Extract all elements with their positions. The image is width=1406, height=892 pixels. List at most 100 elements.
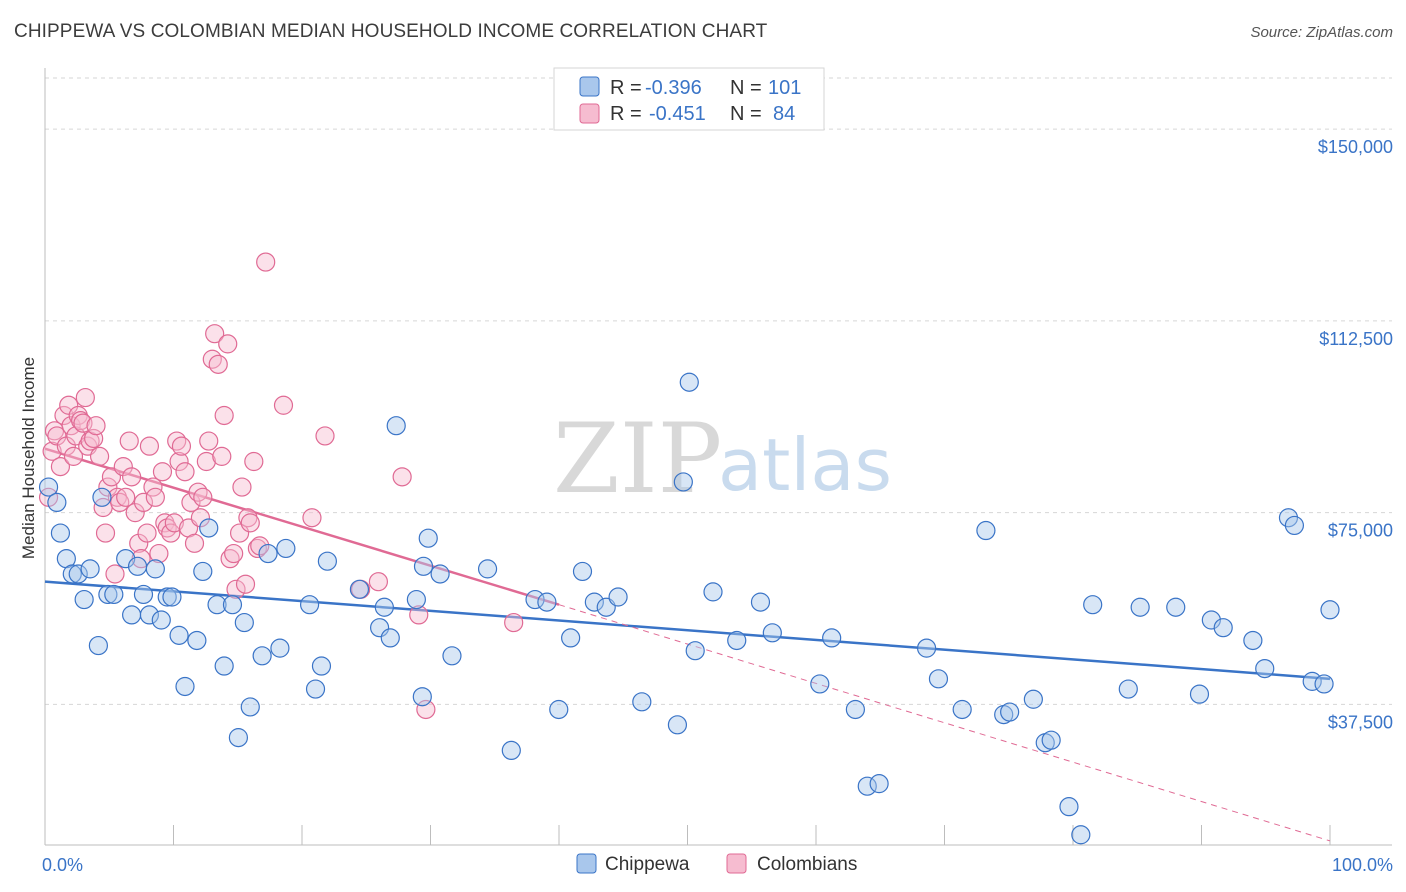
chippewa-point — [104, 584, 124, 605]
colombians-point — [273, 395, 294, 415]
colombians-point — [416, 699, 436, 720]
colombians-point — [184, 533, 205, 553]
chippewa-point — [442, 646, 462, 666]
colombians-point — [105, 564, 125, 584]
colombians-legend-swatch — [579, 103, 600, 124]
chippewa-point — [750, 592, 771, 612]
colombians-point — [392, 467, 412, 487]
colombians-point — [133, 492, 154, 513]
colombians-point — [218, 334, 238, 354]
chippewa-r-label: R = — [610, 77, 642, 99]
colombians-point — [149, 543, 169, 564]
chippewa-point — [47, 492, 67, 513]
colombians-point — [181, 492, 201, 513]
chippewa-point — [572, 561, 593, 582]
chippewa-point — [157, 587, 177, 607]
chippewa-point — [762, 623, 782, 643]
chippewa-point — [62, 564, 82, 584]
chippewa-point — [80, 559, 100, 579]
chippewa-point — [162, 587, 182, 607]
chippewa-point — [1023, 689, 1043, 709]
chippewa-point — [1243, 630, 1263, 651]
colombians-point — [196, 451, 216, 472]
chippewa-point — [525, 589, 545, 610]
chippewa-point — [193, 561, 213, 582]
colombians-point — [214, 405, 234, 426]
x-tick-label-min: 0.0% — [42, 855, 83, 875]
chippewa-point — [1320, 600, 1340, 620]
colombians-point — [61, 416, 81, 436]
chippewa-point — [703, 582, 723, 602]
chippewa-legend-swatch — [579, 76, 600, 97]
chippewa-point — [234, 612, 254, 633]
colombians-point — [235, 574, 256, 594]
chippewa-trend-line — [44, 580, 1331, 681]
colombians-point — [110, 492, 130, 513]
chippewa-r-value: -0.396 — [645, 77, 702, 99]
chippewa-point — [501, 740, 521, 761]
watermark-zip: ZIP — [553, 403, 722, 515]
chippewa-point — [845, 699, 865, 720]
chippewa-point — [116, 549, 136, 569]
colombians-point — [202, 349, 222, 369]
chippewa-point — [477, 559, 498, 579]
chippewa-point — [207, 595, 227, 615]
colombians-point — [504, 612, 524, 633]
chippewa-point — [258, 543, 278, 564]
y-tick-label: $112,500 — [1319, 329, 1393, 349]
colombians-point — [238, 508, 258, 528]
chippewa-point — [175, 676, 195, 697]
colombians-point — [152, 462, 173, 482]
trend-lines — [44, 447, 1331, 842]
chippewa-n-label: N = — [730, 77, 762, 99]
chippewa-point — [214, 656, 234, 676]
chippewa-point — [1000, 702, 1020, 722]
chippewa-n-value: 101 — [768, 77, 801, 99]
correlation-legend: R = -0.396 N = 101 R = -0.451 N = 84 — [553, 67, 825, 131]
chippewa-point — [406, 589, 426, 610]
colombians-point — [75, 387, 95, 408]
chippewa-point — [869, 774, 889, 794]
colombians-point — [122, 467, 142, 487]
colombians-trend-extension — [558, 604, 1331, 842]
chippewa-point — [1255, 658, 1275, 679]
chippewa-point — [1284, 515, 1305, 536]
chippewa-point — [727, 630, 747, 651]
colombians-n-label: N = — [730, 103, 762, 125]
chippewa-point — [1041, 730, 1061, 750]
chippewa-point — [38, 477, 59, 497]
colombians-point — [89, 446, 110, 466]
colombians-point — [212, 446, 232, 466]
colombians-point — [302, 508, 322, 528]
colombians-point — [129, 533, 149, 553]
y-tick-label: $37,500 — [1328, 712, 1393, 732]
colombians-point — [208, 354, 228, 374]
chippewa-point — [1130, 597, 1150, 617]
chippewa-point — [187, 630, 207, 651]
chippewa-point — [1059, 797, 1079, 817]
chippewa-point — [317, 551, 337, 571]
chippewa-series-swatch — [576, 853, 597, 874]
chippewa-point — [430, 564, 450, 584]
chippewa-point — [810, 674, 830, 694]
chippewa-point — [349, 579, 370, 599]
colombians-point — [315, 426, 335, 446]
chippewa-point — [916, 638, 937, 658]
chippewa-point — [1314, 674, 1334, 694]
chippewa-point — [584, 592, 604, 612]
chippewa-point — [1189, 684, 1210, 704]
chippewa-point — [270, 638, 290, 658]
colombians-point — [145, 487, 165, 507]
colombians-series-label: Colombians — [757, 854, 857, 875]
colombians-point — [86, 416, 106, 436]
colombians-point — [169, 451, 189, 472]
chippewa-point — [952, 699, 972, 720]
colombians-point — [226, 579, 246, 599]
chippewa-point — [822, 628, 842, 648]
chippewa-point — [68, 564, 88, 584]
chippewa-point — [151, 610, 171, 630]
chippewa-point — [549, 699, 569, 720]
colombians-point — [125, 503, 145, 523]
chippewa-point — [673, 472, 693, 492]
